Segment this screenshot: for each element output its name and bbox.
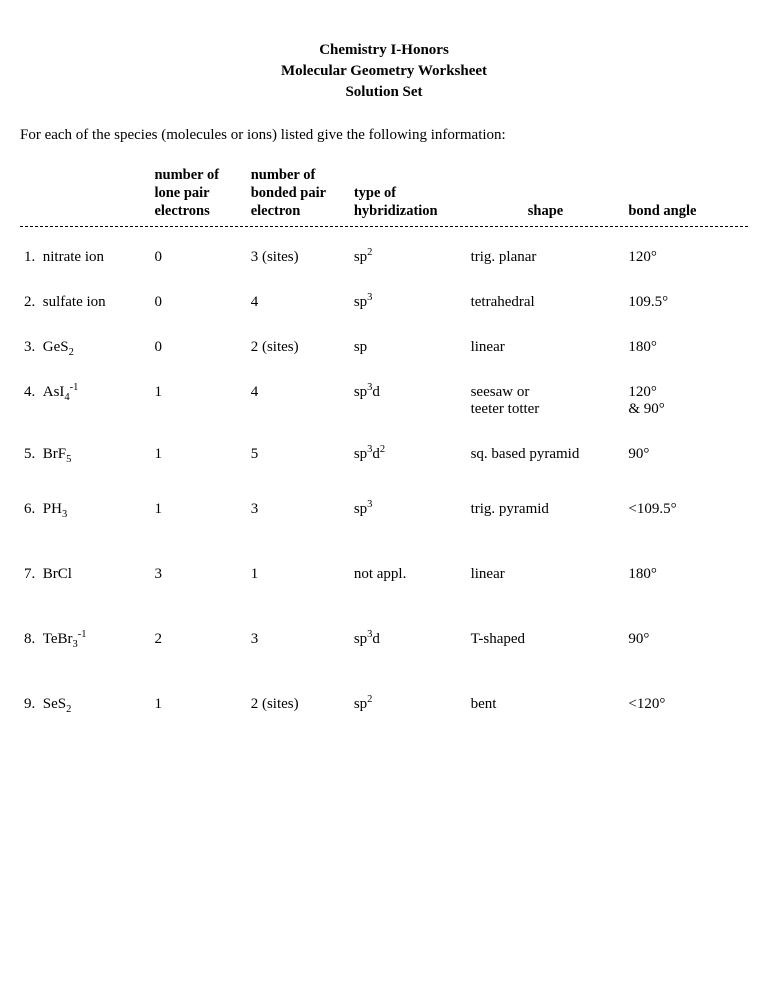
cell-shape: trig. pyramid [467,477,625,542]
title-line-3: Solution Set [20,82,748,103]
col-angle-header: bond angle [624,164,748,226]
cell-shape: tetrahedral [467,280,625,325]
cell-lone: 0 [150,235,246,280]
cell-hyb: sp3d [350,370,467,432]
table-row: 3. GeS202 (sites)splinear180° [20,325,748,370]
cell-bonded: 2 (sites) [247,672,350,737]
cell-species: 4. AsI4-1 [20,370,150,432]
cell-species: 9. SeS2 [20,672,150,737]
cell-bonded: 2 (sites) [247,325,350,370]
intro-text: For each of the species (molecules or io… [20,127,748,144]
title-line-1: Chemistry I-Honors [20,40,748,61]
cell-lone: 3 [150,542,246,607]
cell-species: 2. sulfate ion [20,280,150,325]
table-row: 5. BrF515sp3d2sq. based pyramid90° [20,432,748,477]
cell-angle: 109.5° [624,280,748,325]
table-header-row: number oflone pairelectrons number ofbon… [20,164,748,226]
cell-angle: 120° [624,235,748,280]
cell-species: 7. BrCl [20,542,150,607]
cell-species: 1. nitrate ion [20,235,150,280]
cell-species: 3. GeS2 [20,325,150,370]
cell-species: 8. TeBr3-1 [20,607,150,672]
cell-hyb: sp [350,325,467,370]
cell-species: 6. PH3 [20,477,150,542]
col-species-header [20,164,150,226]
table-row: 2. sulfate ion04sp3tetrahedral109.5° [20,280,748,325]
cell-hyb: not appl. [350,542,467,607]
cell-bonded: 4 [247,280,350,325]
header-rule [20,226,748,227]
cell-shape: sq. based pyramid [467,432,625,477]
cell-lone: 0 [150,280,246,325]
cell-lone: 1 [150,370,246,432]
cell-shape: linear [467,325,625,370]
cell-hyb: sp2 [350,672,467,737]
geometry-table-body: 1. nitrate ion03 (sites)sp2trig. planar1… [20,235,748,737]
col-lone-header: number oflone pairelectrons [150,164,246,226]
col-bonded-header: number ofbonded pairelectron [247,164,350,226]
table-row: 8. TeBr3-123sp3dT-shaped90° [20,607,748,672]
title-block: Chemistry I-Honors Molecular Geometry Wo… [20,40,748,103]
cell-shape: T-shaped [467,607,625,672]
geometry-table: number oflone pairelectrons number ofbon… [20,164,748,226]
table-row: 7. BrCl31not appl.linear180° [20,542,748,607]
cell-shape: linear [467,542,625,607]
cell-angle: 90° [624,607,748,672]
cell-bonded: 1 [247,542,350,607]
cell-lone: 2 [150,607,246,672]
cell-angle: 90° [624,432,748,477]
cell-bonded: 5 [247,432,350,477]
cell-hyb: sp2 [350,235,467,280]
cell-bonded: 3 (sites) [247,235,350,280]
cell-lone: 1 [150,672,246,737]
cell-hyb: sp3d2 [350,432,467,477]
cell-angle: <120° [624,672,748,737]
cell-lone: 1 [150,432,246,477]
col-shape-header: shape [467,164,625,226]
table-row: 9. SeS212 (sites)sp2bent<120° [20,672,748,737]
cell-angle: 180° [624,542,748,607]
col-hyb-header: type ofhybridization [350,164,467,226]
cell-angle: 120°& 90° [624,370,748,432]
table-row: 4. AsI4-114sp3dseesaw orteeter totter120… [20,370,748,432]
cell-lone: 0 [150,325,246,370]
cell-hyb: sp3 [350,477,467,542]
cell-bonded: 3 [247,607,350,672]
cell-shape: seesaw orteeter totter [467,370,625,432]
cell-shape: trig. planar [467,235,625,280]
cell-angle: 180° [624,325,748,370]
cell-angle: <109.5° [624,477,748,542]
cell-shape: bent [467,672,625,737]
cell-hyb: sp3 [350,280,467,325]
table-row: 6. PH313sp3trig. pyramid<109.5° [20,477,748,542]
cell-bonded: 3 [247,477,350,542]
cell-lone: 1 [150,477,246,542]
cell-bonded: 4 [247,370,350,432]
title-line-2: Molecular Geometry Worksheet [20,61,748,82]
cell-hyb: sp3d [350,607,467,672]
cell-species: 5. BrF5 [20,432,150,477]
table-row: 1. nitrate ion03 (sites)sp2trig. planar1… [20,235,748,280]
